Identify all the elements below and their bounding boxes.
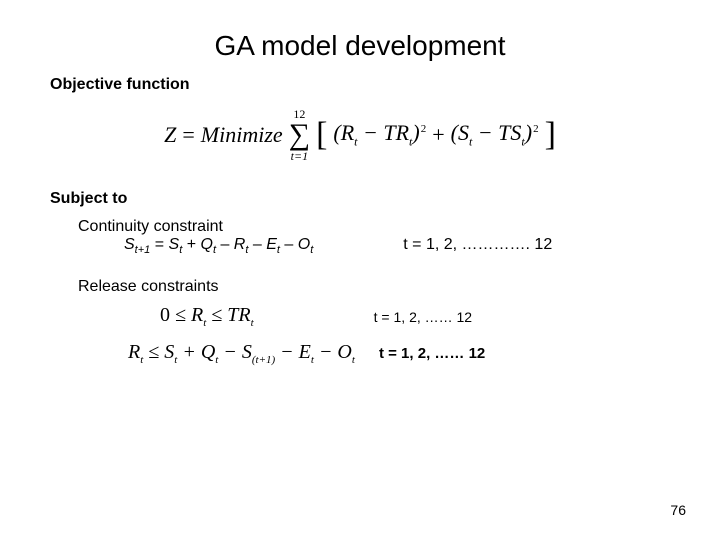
release-eq-1: 0 ≤ Rt ≤ TRt bbox=[160, 304, 254, 329]
release-constraint-1: 0 ≤ Rt ≤ TRt t = 1, 2, …… 12 bbox=[160, 304, 670, 329]
subject-to-label: Subject to bbox=[50, 190, 670, 208]
release-2-range: t = 1, 2, …… 12 bbox=[379, 345, 485, 362]
subject-to-block: Subject to Continuity constraint St+1 = … bbox=[50, 190, 670, 366]
page-number: 76 bbox=[670, 502, 686, 518]
release-constraint-2: Rt ≤ St + Qt − S(t+1) − Et − Ot t = 1, 2… bbox=[128, 341, 670, 366]
continuity-label: Continuity constraint bbox=[78, 218, 670, 236]
release-eq-2: Rt ≤ St + Qt − S(t+1) − Et − Ot bbox=[128, 341, 355, 366]
release-1-range: t = 1, 2, …… 12 bbox=[374, 309, 472, 325]
slide: GA model development Objective function … bbox=[0, 0, 720, 540]
z-minimize-formula: Z = Minimize 12 ∑ t=1 [ (Rt − TRt)2 + (S… bbox=[164, 108, 556, 162]
continuity-equation: St+1 = St + Qt – Rt – Et – Ot bbox=[124, 236, 313, 256]
objective-equation: Z = Minimize 12 ∑ t=1 [ (Rt − TRt)2 + (S… bbox=[50, 108, 670, 162]
continuity-range: t = 1, 2, …………. 12 bbox=[403, 236, 552, 254]
release-constraints-label: Release constraints bbox=[78, 278, 670, 296]
continuity-row: St+1 = St + Qt – Rt – Et – Ot t = 1, 2, … bbox=[124, 236, 670, 256]
slide-title: GA model development bbox=[50, 30, 670, 62]
objective-function-label: Objective function bbox=[50, 76, 670, 94]
sigma-icon: 12 ∑ t=1 bbox=[289, 108, 310, 162]
